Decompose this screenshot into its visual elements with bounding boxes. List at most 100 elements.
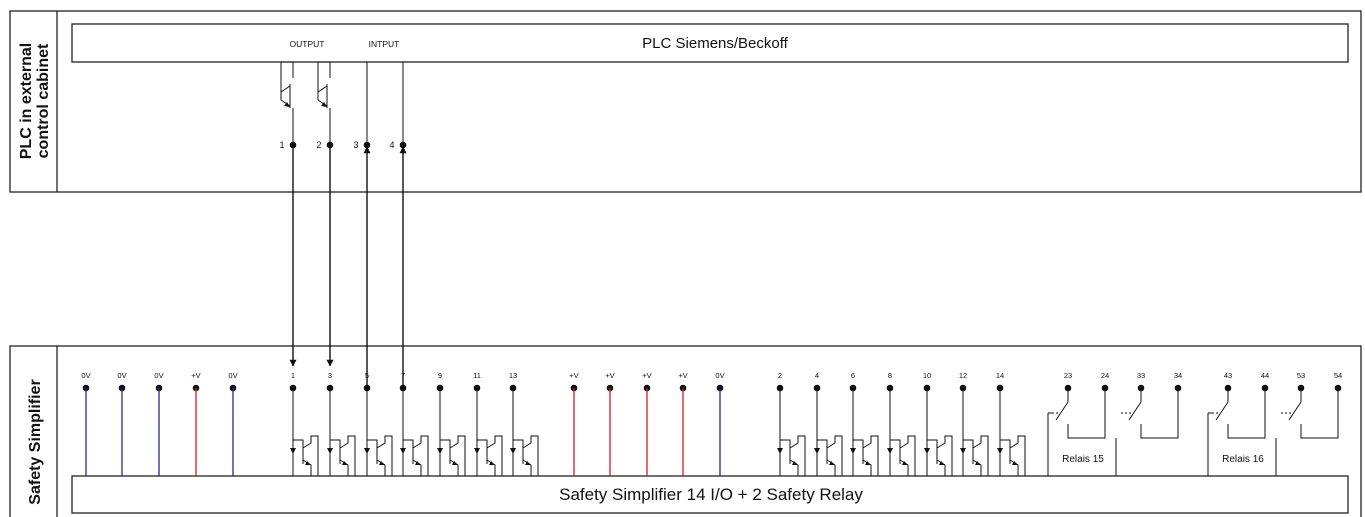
io-transistor-arrow (1012, 461, 1018, 465)
plc-side-label-line1: PLC in external (18, 43, 35, 159)
terminal-11-10: 11 (473, 371, 503, 476)
io-led-arrow (960, 448, 966, 454)
terminal-14-23: 14 (996, 371, 1026, 476)
io-transistor-arrow (525, 461, 531, 465)
terminal-label: 9 (438, 371, 442, 380)
plc-terminal-label: 1 (279, 140, 284, 150)
plc-side-label-line2: control cabinet (35, 43, 52, 158)
io-led-arrow (327, 448, 333, 454)
io-transistor-arrow (865, 461, 871, 465)
plc-section: PLC in external control cabinet PLC Siem… (9, 10, 1362, 193)
relay-contact-53-54: 53 54 (1281, 371, 1342, 439)
io-transistor-arrow (452, 461, 458, 465)
terminal-+V-12: +V (569, 371, 579, 476)
io-transistor-symbol (890, 435, 916, 476)
terminal-2-17: 2 (776, 371, 806, 476)
io-led-arrow (510, 448, 516, 454)
plc-section-frame (9, 10, 1362, 193)
terminal-+V-3: +V (191, 371, 201, 476)
simplifier-title: Safety Simplifier 14 I/O + 2 Safety Rela… (559, 485, 863, 504)
terminal-label: 12 (959, 371, 967, 380)
transistor-arrow (284, 102, 290, 107)
terminal-label: 2 (778, 371, 782, 380)
plc-input-label: INTPUT (369, 39, 400, 49)
plc-terminal-label: 4 (389, 140, 394, 150)
output-transistor-symbol (317, 61, 331, 145)
relay-terminal-label: 23 (1064, 371, 1072, 380)
relay-coil-frame (1047, 413, 1117, 476)
terminal-9-9: 9 (436, 371, 466, 476)
terminal-+V-13: +V (605, 371, 615, 476)
terminal-label: +V (642, 371, 651, 380)
terminal-8-20: 8 (886, 371, 916, 476)
simplifier-relays: 23 24 33 34 Relais 15 43 44 53 54 Relais 16 (1047, 371, 1342, 476)
terminal-label: 0V (715, 371, 724, 380)
relay-coil-frame (1207, 413, 1277, 476)
simplifier-box (71, 475, 1349, 514)
terminal-0V-4: 0V (228, 371, 238, 476)
terminal-label: 3 (328, 371, 332, 380)
plc-title: PLC Siemens/Beckoff (642, 35, 788, 52)
terminal-label: 0V (228, 371, 237, 380)
plc-terminal-label: 3 (353, 140, 358, 150)
io-transistor-arrow (792, 461, 798, 465)
terminal-label: +V (191, 371, 200, 380)
io-led-arrow (850, 448, 856, 454)
io-transistor-arrow (379, 461, 385, 465)
io-led-arrow (290, 448, 296, 454)
io-transistor-arrow (305, 461, 311, 465)
terminal-13-11: 13 (509, 371, 539, 476)
terminal-5-7: 5 (363, 371, 393, 476)
terminal-label: 6 (851, 371, 855, 380)
io-led-arrow (997, 448, 1003, 454)
terminal-+V-14: +V (642, 371, 652, 476)
terminal-label: 10 (923, 371, 931, 380)
relay-16: 43 44 53 54 Relais 16 (1207, 371, 1342, 476)
io-transistor-arrow (975, 461, 981, 465)
io-led-arrow (814, 448, 820, 454)
terminal-label: +V (605, 371, 614, 380)
relay-terminal-label: 33 (1137, 371, 1145, 380)
terminal-label: +V (678, 371, 687, 380)
terminal-label: 1 (291, 371, 295, 380)
relay-terminal-label: 54 (1334, 371, 1342, 380)
plc-terminal-3: 3 (353, 62, 371, 150)
terminal-7-8: 7 (399, 371, 429, 476)
terminal-0V-1: 0V (117, 371, 127, 476)
relay-contact-43-44: 43 44 (1208, 371, 1269, 439)
io-transistor-arrow (489, 461, 495, 465)
relay-name: Relais 15 (1062, 454, 1104, 465)
relay-contact-symbol (1215, 388, 1266, 439)
io-transistor-arrow (939, 461, 945, 465)
terminal-6-19: 6 (849, 371, 879, 476)
terminal-0V-16: 0V (715, 371, 725, 476)
relay-name: Relais 16 (1222, 454, 1264, 465)
relay-contact-symbol (1055, 388, 1106, 439)
io-transistor-symbol (963, 435, 989, 476)
terminal-label: +V (569, 371, 578, 380)
relay-contact-symbol (1128, 388, 1179, 439)
io-transistor-symbol (367, 435, 393, 476)
io-transistor-arrow (902, 461, 908, 465)
plc-output-label: OUTPUT (290, 39, 325, 49)
io-led-arrow (924, 448, 930, 454)
plc-terminal-dot (289, 141, 297, 149)
relay-contact-symbol (1288, 388, 1339, 439)
relay-terminal-label: 43 (1224, 371, 1232, 380)
io-transistor-arrow (829, 461, 835, 465)
terminal-1-5: 1 (289, 371, 319, 476)
relay-terminal-label: 44 (1261, 371, 1269, 380)
terminal-label: 11 (473, 371, 481, 380)
io-led-arrow (474, 448, 480, 454)
simplifier-terminals: 0V 0V 0V +V 0V 1 3 5 7 9 11 13 +V +V +V +V 0V 2 4 6 8 10 12 14 (81, 371, 1026, 476)
terminal-label: 0V (154, 371, 163, 380)
plc-terminal-4: 4 (389, 62, 407, 150)
plc-terminal-label: 2 (316, 140, 321, 150)
simplifier-side-label: Safety Simplifier (27, 379, 44, 504)
relay-terminal-label: 53 (1297, 371, 1305, 380)
io-transistor-symbol (403, 435, 429, 476)
io-transistor-symbol (853, 435, 879, 476)
plc-terminal-2: 2 (316, 61, 334, 150)
terminal-label: 14 (996, 371, 1004, 380)
